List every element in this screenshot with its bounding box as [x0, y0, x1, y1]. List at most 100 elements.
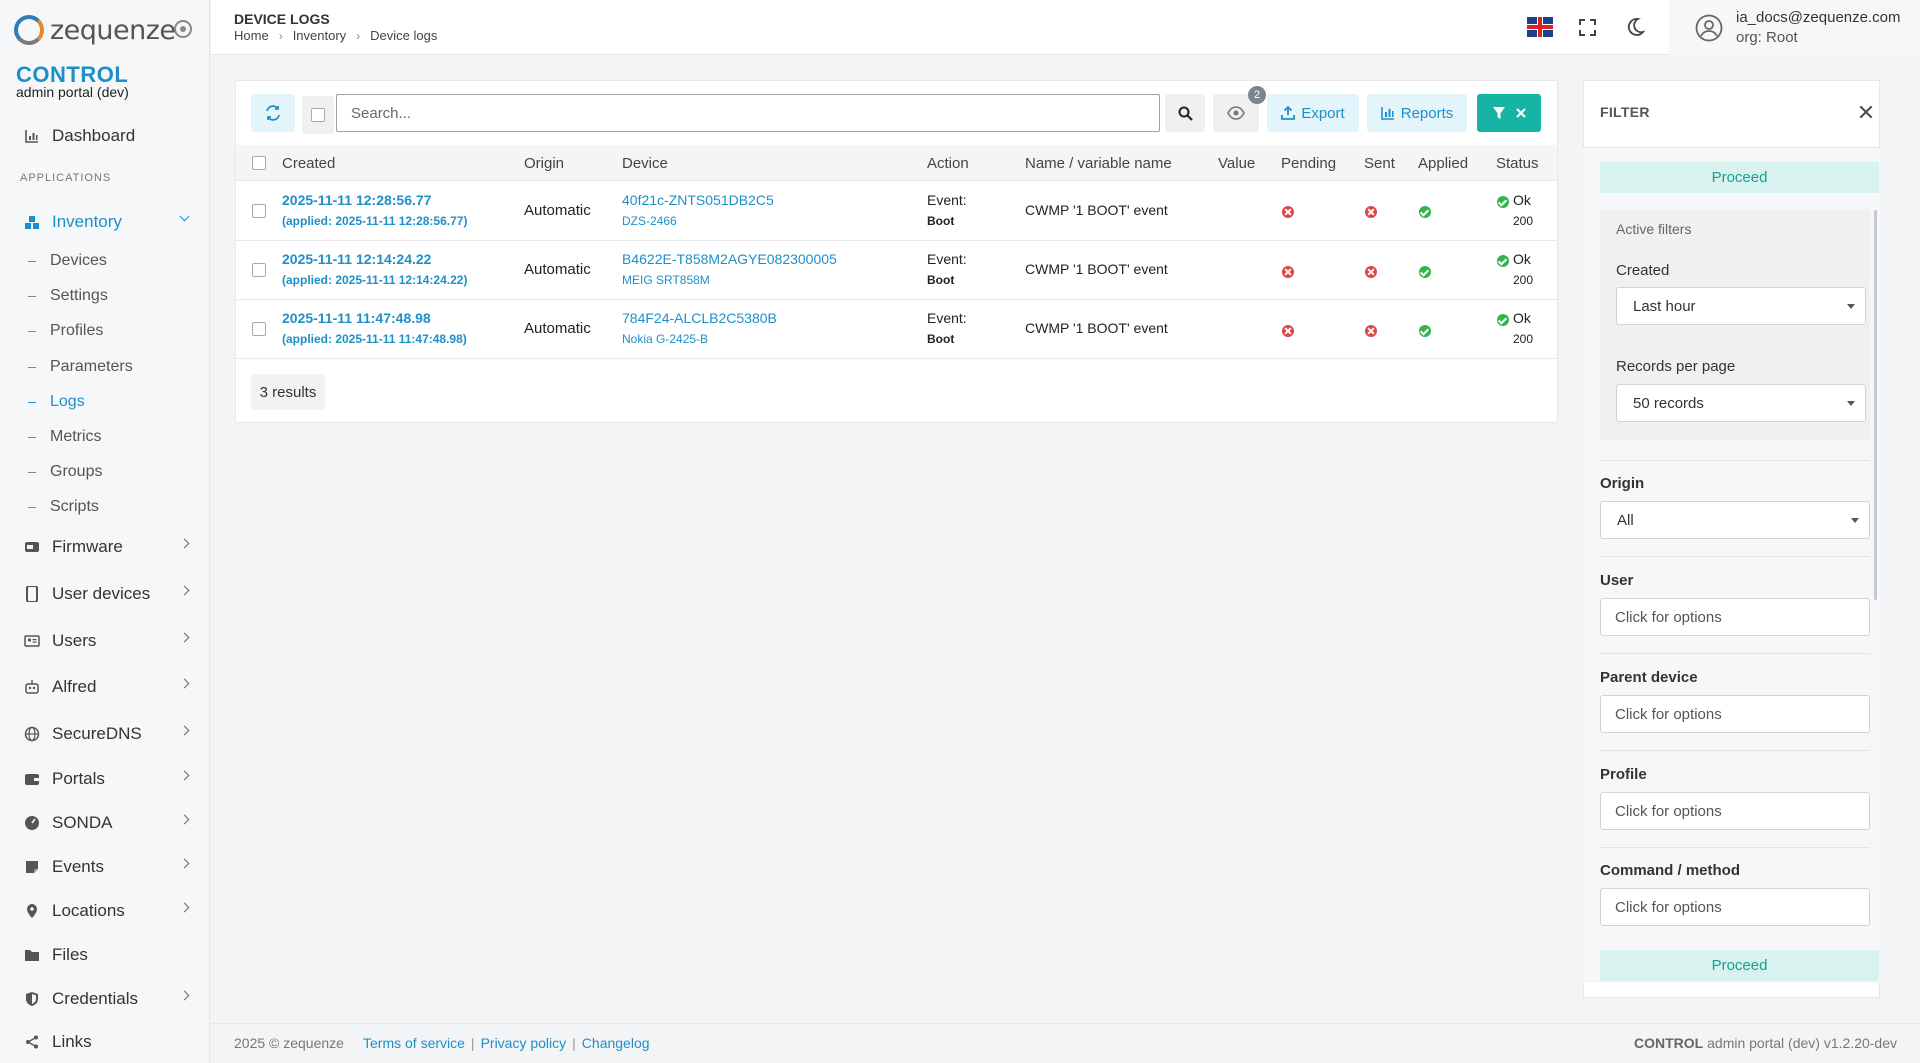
- export-button[interactable]: Export: [1267, 94, 1359, 132]
- origin-filter-select[interactable]: All: [1600, 501, 1870, 539]
- sidebar-subitem-label: Scripts: [50, 498, 99, 515]
- inventory-icon: [24, 214, 40, 230]
- status-ok-icon: [1497, 196, 1509, 208]
- sidebar-item-events[interactable]: Events: [0, 850, 210, 884]
- proceed-button-top[interactable]: Proceed: [1600, 162, 1879, 193]
- created-link[interactable]: 2025-11-11 12:28:56.77: [282, 192, 432, 208]
- filter-scrollbar[interactable]: [1874, 210, 1877, 600]
- close-icon[interactable]: [1860, 106, 1872, 118]
- sidebar-item-user-devices[interactable]: User devices: [0, 577, 210, 611]
- sidebar-subitem-groups[interactable]: Groups: [28, 457, 208, 487]
- device-link[interactable]: 784F24-ALCLB2C5380B: [622, 310, 777, 326]
- sidebar-subitem-settings[interactable]: Settings: [28, 281, 208, 311]
- device-model-link[interactable]: Nokia G-2425-B: [622, 332, 709, 346]
- sidebar-subitem-logs[interactable]: Logs: [28, 387, 208, 417]
- origin-filter-value: All: [1617, 511, 1634, 529]
- divider: [1600, 556, 1870, 557]
- sidebar-item-label: Inventory: [52, 212, 122, 231]
- origin-cell: Automatic: [524, 202, 591, 219]
- command-filter-input[interactable]: Click for options: [1600, 888, 1870, 926]
- search-input[interactable]: [336, 94, 1160, 132]
- user-menu[interactable]: ia_docs@zequenze.com org: Root: [1669, 0, 1920, 55]
- select-checkbox[interactable]: [311, 108, 325, 122]
- status-code: 200: [1513, 214, 1534, 228]
- sidebar-item-links[interactable]: Links: [0, 1025, 210, 1059]
- table-row[interactable]: 2025-11-11 12:28:56.77 (applied: 2025-11…: [236, 182, 1557, 241]
- records-per-page-select[interactable]: 50 records: [1616, 384, 1866, 422]
- sidebar-item-firmware[interactable]: Firmware: [0, 530, 210, 564]
- sidebar-item-sonda[interactable]: SONDA: [0, 806, 210, 840]
- select-all-checkbox[interactable]: [252, 156, 266, 170]
- sidebar-item-users[interactable]: Users: [0, 624, 210, 658]
- sidebar-item-label: User devices: [52, 584, 151, 603]
- parent-device-filter-input[interactable]: Click for options: [1600, 695, 1870, 733]
- sidebar-item-portals[interactable]: Portals: [0, 762, 210, 796]
- column-header-action[interactable]: Action: [927, 155, 969, 172]
- sidebar-subitem-devices[interactable]: Devices: [28, 246, 208, 276]
- filter-toggle-button[interactable]: [1477, 94, 1541, 132]
- caret-down-icon: [1847, 304, 1855, 309]
- created-filter-select[interactable]: Last hour: [1616, 287, 1866, 325]
- sidebar-subitem-metrics[interactable]: Metrics: [28, 422, 208, 452]
- logo[interactable]: zequenze: [14, 14, 176, 46]
- select-mode-toggle[interactable]: [302, 96, 334, 134]
- language-flag-icon[interactable]: [1527, 17, 1553, 37]
- user-filter-input[interactable]: Click for options: [1600, 598, 1870, 636]
- fullscreen-icon[interactable]: [1579, 19, 1596, 36]
- column-header-device[interactable]: Device: [622, 155, 668, 172]
- refresh-button[interactable]: [251, 94, 295, 132]
- table-row[interactable]: 2025-11-11 12:14:24.22 (applied: 2025-11…: [236, 241, 1557, 300]
- breadcrumb-inventory[interactable]: Inventory: [292, 28, 347, 43]
- columns-visibility-button[interactable]: [1213, 94, 1259, 132]
- row-checkbox[interactable]: [252, 204, 266, 218]
- terms-link[interactable]: Terms of service: [363, 1035, 465, 1051]
- created-link[interactable]: 2025-11-11 11:47:48.98: [282, 310, 431, 326]
- footer-separator: |: [470, 1035, 475, 1051]
- breadcrumb-home[interactable]: Home: [234, 28, 269, 43]
- profile-filter-input[interactable]: Click for options: [1600, 792, 1870, 830]
- proceed-button-bottom[interactable]: Proceed: [1600, 950, 1879, 981]
- column-header-origin[interactable]: Origin: [524, 155, 565, 172]
- device-link[interactable]: 40f21c-ZNTS051DB2C5: [622, 192, 774, 208]
- row-checkbox[interactable]: [252, 322, 266, 336]
- sidebar-item-inventory[interactable]: Inventory: [0, 205, 210, 239]
- chevron-right-icon: [179, 814, 190, 825]
- column-header-sent[interactable]: Sent: [1364, 155, 1395, 172]
- sidebar-item-locations[interactable]: Locations: [0, 894, 210, 928]
- records-per-page-label: Records per page: [1616, 358, 1736, 375]
- sidebar-item-dashboard[interactable]: Dashboard: [0, 119, 210, 153]
- device-model-link[interactable]: DZS-2466: [622, 214, 677, 228]
- sidebar-subitem-label: Parameters: [50, 358, 133, 375]
- column-header-pending[interactable]: Pending: [1281, 155, 1337, 172]
- column-header-value[interactable]: Value: [1218, 155, 1256, 172]
- divider: [1600, 847, 1870, 848]
- column-header-name[interactable]: Name / variable name: [1025, 155, 1172, 172]
- changelog-link[interactable]: Changelog: [581, 1035, 650, 1051]
- sidebar-item-alfred[interactable]: Alfred: [0, 670, 210, 704]
- device-model-link[interactable]: MEIG SRT858M: [622, 273, 710, 287]
- column-header-status[interactable]: Status: [1496, 155, 1539, 172]
- privacy-link[interactable]: Privacy policy: [480, 1035, 567, 1051]
- sidebar-item-label: Users: [52, 631, 97, 650]
- created-link[interactable]: 2025-11-11 12:14:24.22: [282, 251, 432, 267]
- sidebar-item-credentials[interactable]: Credentials: [0, 982, 210, 1016]
- sent-error-icon: [1365, 206, 1377, 218]
- column-header-created[interactable]: Created: [282, 155, 336, 172]
- row-checkbox[interactable]: [252, 263, 266, 277]
- sidebar-subitem-parameters[interactable]: Parameters: [28, 352, 208, 382]
- device-link[interactable]: B4622E-T858M2AGYE082300005: [622, 251, 837, 267]
- column-header-applied[interactable]: Applied: [1418, 155, 1469, 172]
- breadcrumb: Home › Inventory › Device logs: [234, 28, 437, 43]
- reports-button[interactable]: Reports: [1367, 94, 1467, 132]
- sidebar-item-files[interactable]: Files: [0, 938, 210, 972]
- settings-circle-icon[interactable]: [174, 20, 192, 38]
- search-button[interactable]: [1165, 94, 1205, 132]
- records-per-page-value: 50 records: [1633, 394, 1704, 412]
- sidebar-subitem-label: Settings: [50, 287, 108, 304]
- sidebar-item-securedns[interactable]: SecureDNS: [0, 717, 210, 751]
- sidebar-subitem-profiles[interactable]: Profiles: [28, 316, 208, 346]
- table-row[interactable]: 2025-11-11 11:47:48.98 (applied: 2025-11…: [236, 300, 1557, 359]
- moon-icon[interactable]: [1625, 17, 1645, 37]
- sidebar-subitem-scripts[interactable]: Scripts: [28, 492, 208, 522]
- applied-ok-icon: [1419, 266, 1431, 278]
